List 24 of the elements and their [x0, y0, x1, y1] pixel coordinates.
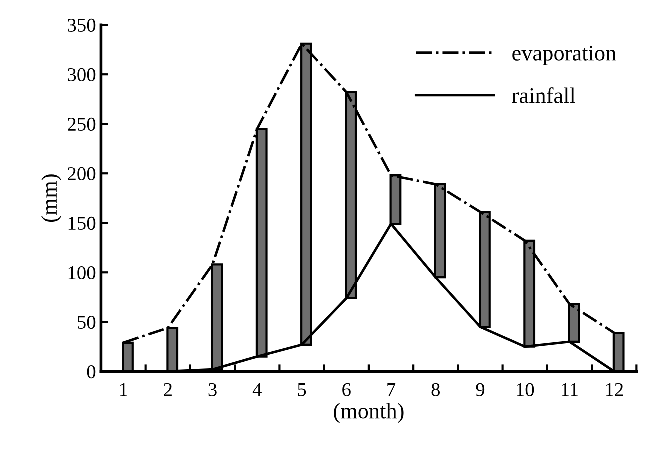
y-tick-label: 100 [68, 266, 96, 280]
x-tick-label: 4 [252, 383, 262, 396]
y-tick-label: 350 [68, 18, 96, 32]
x-tick-label: 6 [342, 383, 351, 396]
x-tick-label: 2 [164, 383, 172, 396]
legend-label: evaporation [512, 46, 616, 66]
x-tick-label: 5 [298, 384, 306, 396]
y-tick-label: 0 [87, 365, 96, 379]
y-tick-label: 250 [68, 118, 96, 132]
x-tick-label: 11 [562, 383, 578, 396]
x-tick-label: 10 [517, 383, 534, 396]
y-tick-label: 200 [68, 167, 96, 181]
y-tick-label: 150 [68, 216, 96, 230]
x-axis-title: (month) [334, 403, 404, 424]
x-tick-label: 3 [208, 383, 217, 396]
x-tick-label: 9 [476, 383, 485, 396]
x-tick-label: 12 [606, 383, 624, 396]
x-tick-label: 1 [120, 383, 128, 396]
y-axis-title: (mm) [41, 174, 62, 222]
y-tick-label: 300 [68, 68, 96, 82]
legend-label: rainfall [512, 88, 576, 104]
x-tick-label: 7 [388, 384, 396, 396]
y-tick-label: 50 [78, 316, 96, 330]
x-tick-label: 8 [432, 383, 440, 396]
